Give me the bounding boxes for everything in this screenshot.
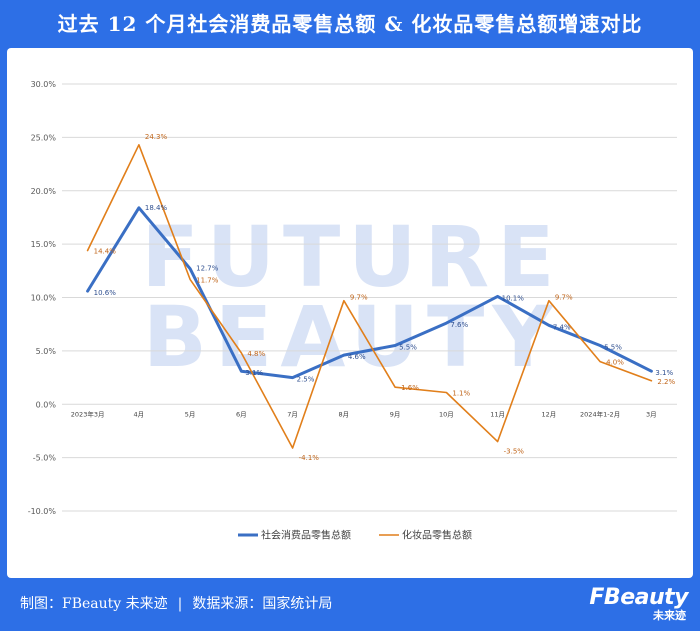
data-label-retail: 18.4% <box>145 204 168 212</box>
data-label-cosmetics: 2.2% <box>657 378 675 386</box>
data-label-retail: 2.5% <box>297 376 315 384</box>
y-tick-label: -5.0% <box>33 454 57 463</box>
data-label-retail: 4.6% <box>348 353 366 361</box>
x-tick-label: 4月 <box>134 410 145 418</box>
y-tick-label: 25.0% <box>31 133 57 142</box>
x-tick-label: 12月 <box>541 410 556 418</box>
data-label-retail: 3.1% <box>245 369 263 377</box>
data-label-retail: 10.1% <box>502 294 525 302</box>
series-line-cosmetics <box>86 144 653 449</box>
legend-label: 化妆品零售总额 <box>402 529 472 542</box>
y-tick-label: 20.0% <box>31 187 57 196</box>
x-tick-label: 6月 <box>236 410 247 418</box>
x-tick-label: 10月 <box>439 410 454 418</box>
data-label-retail: 10.6% <box>94 289 117 297</box>
watermark-line-1: FUTURE <box>141 208 562 306</box>
y-tick-label: 30.0% <box>31 80 57 89</box>
data-label-retail: 5.5% <box>604 344 622 352</box>
brand-logo-main: FBeauty <box>589 585 688 610</box>
line-chart: FUTUREBEAUTY30.0%25.0%20.0%15.0%10.0%5.0… <box>28 80 677 542</box>
data-label-cosmetics: 11.7% <box>196 276 219 284</box>
source-label: 数据来源：国家统计局 <box>192 596 333 612</box>
page-title: 过去 12 个月社会消费品零售总额 & 化妆品零售总额增速对比 <box>57 12 643 36</box>
x-tick-label: 9月 <box>390 410 401 418</box>
x-tick-label: 7月 <box>287 410 298 418</box>
data-label-cosmetics: 24.3% <box>145 133 168 141</box>
data-label-retail: 12.7% <box>196 265 219 273</box>
x-tick-label: 2024年1-2月 <box>580 409 620 418</box>
y-tick-label: 15.0% <box>31 240 57 249</box>
x-tick-label: 3月 <box>646 410 657 418</box>
credit-label: 制图：FBeauty 未来迹 <box>20 596 168 612</box>
data-label-cosmetics: -3.5% <box>504 448 525 456</box>
data-label-retail: 7.6% <box>450 321 468 329</box>
brand-logo: FBeauty 未来迹 <box>589 585 688 624</box>
data-label-cosmetics: 4.8% <box>247 350 265 358</box>
brand-logo-sub: 未来迹 <box>653 609 686 622</box>
data-label-retail: 3.1% <box>655 369 673 377</box>
y-tick-label: 5.0% <box>36 347 57 356</box>
data-label-cosmetics: 9.7% <box>350 294 368 302</box>
y-tick-label: -10.0% <box>28 507 57 516</box>
data-label-cosmetics: 14.4% <box>94 248 117 256</box>
chart-card: FUTURE BEAUTY 30.0% 25.0% 20.0% 15.0% 10.0% 5.0… <box>7 48 693 578</box>
data-label-retail: 5.5% <box>399 344 417 352</box>
data-label-cosmetics: -4.1% <box>299 454 320 462</box>
data-label-cosmetics: 1.6% <box>401 384 419 392</box>
y-tick-label: 10.0% <box>31 294 57 303</box>
data-label-cosmetics: 4.0% <box>606 359 624 367</box>
data-label-cosmetics: 9.7% <box>555 294 573 302</box>
data-label-retail: 7.4% <box>553 323 571 331</box>
footer-separator: | <box>177 596 183 612</box>
x-tick-label: 11月 <box>490 410 505 418</box>
footer-credits: 制图：FBeauty 未来迹 | 数据来源：国家统计局 <box>20 578 332 631</box>
data-label-cosmetics: 1.1% <box>452 390 470 398</box>
y-tick-label: 0.0% <box>36 400 57 409</box>
x-tick-label: 8月 <box>339 410 350 418</box>
x-tick-label: 5月 <box>185 410 196 418</box>
legend-label: 社会消费品零售总额 <box>261 529 351 542</box>
x-tick-label: 2023年3月 <box>71 409 105 418</box>
footer: 制图：FBeauty 未来迹 | 数据来源：国家统计局 FBeauty 未来迹 <box>0 578 700 631</box>
